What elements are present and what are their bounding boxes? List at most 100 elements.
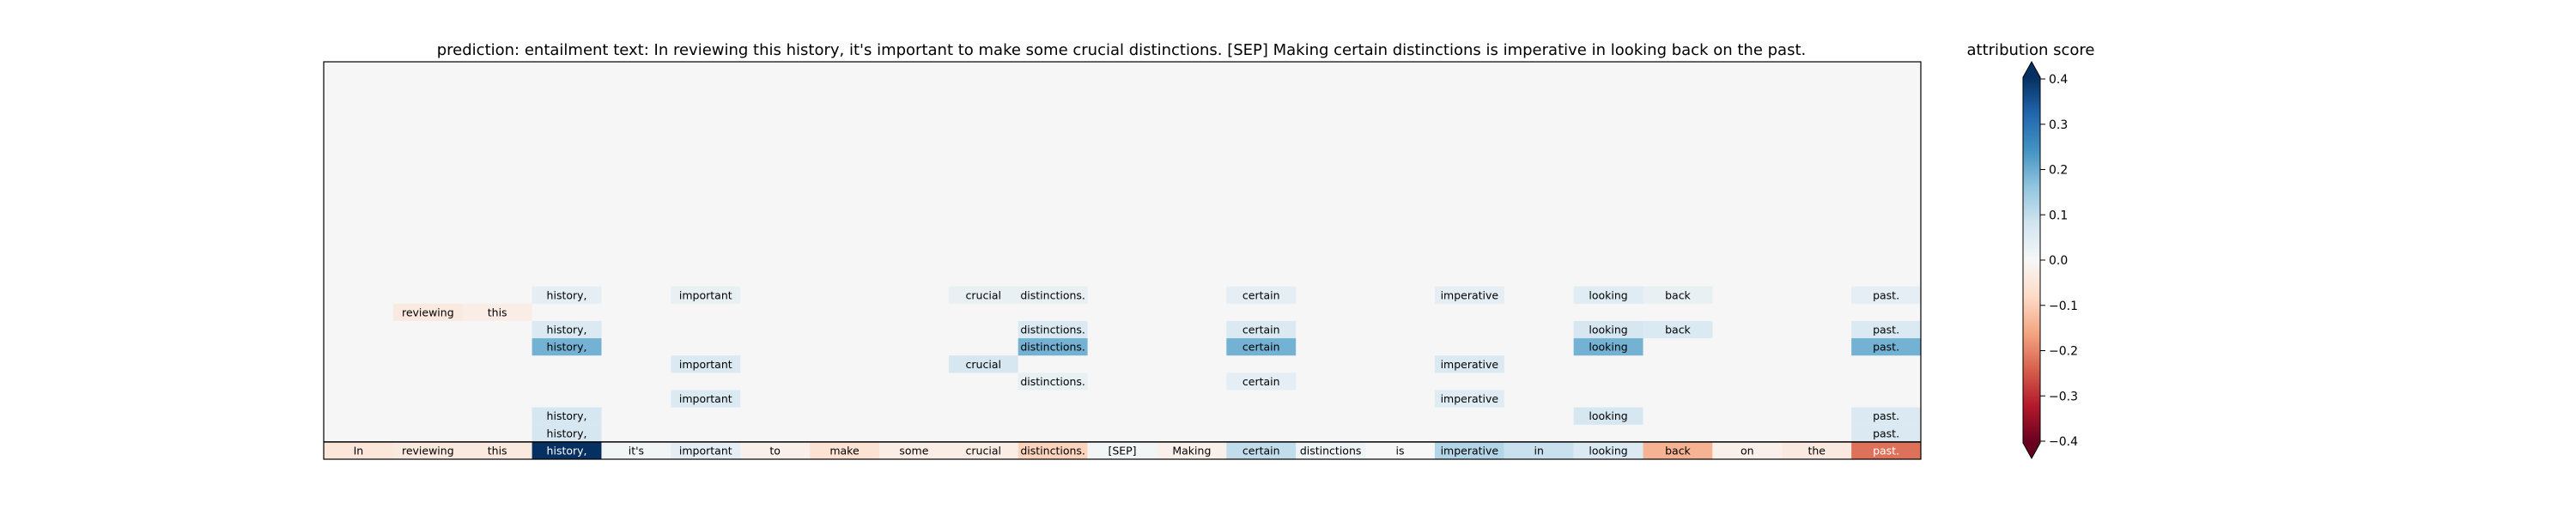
attribution-label: history, — [547, 409, 587, 422]
summary-token-label: reviewing — [402, 444, 454, 457]
summary-token-cell — [671, 441, 741, 459]
summary-token-cell — [1573, 441, 1643, 459]
attribution-label: distinctions. — [1020, 375, 1085, 388]
summary-token-label: this — [488, 444, 507, 457]
attribution-cell — [1018, 286, 1088, 304]
summary-token-cell — [948, 441, 1018, 459]
attribution-label: crucial — [966, 288, 1001, 301]
summary-token-cell — [324, 441, 393, 459]
attribution-cell — [1226, 320, 1297, 339]
summary-token-label: make — [829, 444, 860, 457]
summary-token-cell — [1712, 441, 1783, 459]
summary-token-label: it's — [629, 444, 644, 457]
attribution-label: certain — [1242, 341, 1280, 354]
colorbar-outline — [2022, 60, 2041, 460]
attribution-label: this — [488, 306, 507, 318]
summary-token-label: in — [1534, 444, 1544, 457]
colorbar-ticks: 0.4 0.3 0.2 0.1 0.0 −0.1 −0.2 −0.3 −0.4 — [2040, 73, 2078, 449]
attribution-label: distinctions. — [1020, 341, 1085, 354]
attribution-label: history, — [547, 341, 587, 354]
attribution-heatmap: history, important crucial distinctions. cer… — [323, 61, 1922, 460]
attribution-cell — [532, 424, 602, 442]
summary-token-cell — [740, 441, 811, 459]
attribution-cell — [1434, 355, 1504, 373]
attribution-label: certain — [1242, 375, 1280, 388]
summary-token-label: distinctions — [1300, 444, 1362, 457]
colorbar-tick-label: −0.3 — [2049, 390, 2078, 403]
attribution-label: important — [679, 288, 732, 301]
attribution-cell — [671, 390, 741, 408]
attribution-label: imperative — [1441, 392, 1499, 405]
chart-title: prediction: entailment text: In reviewin… — [437, 41, 1806, 59]
colorbar-tick-label: 0.1 — [2049, 209, 2068, 222]
summary-token-label: back — [1665, 444, 1691, 457]
summary-token-cell — [1157, 441, 1227, 459]
attribution-cell — [532, 320, 602, 339]
summary-token-label: is — [1395, 444, 1404, 457]
colorbar-label: attribution score — [1967, 41, 2095, 59]
summary-token-cell — [1087, 441, 1157, 459]
summary-token-label: history, — [547, 444, 587, 457]
summary-token-cell — [1365, 441, 1435, 459]
attribution-label: distinctions. — [1020, 288, 1085, 301]
attribution-label: history, — [547, 427, 587, 439]
summary-token-label: past. — [1873, 444, 1899, 457]
colorbar-tick-label: −0.1 — [2049, 300, 2078, 313]
attribution-label: past. — [1873, 427, 1899, 439]
attribution-cell — [1226, 338, 1297, 356]
summary-token-cell — [601, 441, 671, 459]
attribution-cell — [1434, 390, 1504, 408]
attribution-cell — [1573, 320, 1643, 339]
summary-token-cell — [1434, 441, 1504, 459]
attribution-cell — [1573, 407, 1643, 425]
attribution-label: looking — [1589, 288, 1627, 301]
summary-token-cell — [1643, 441, 1713, 459]
attribution-cell — [1851, 407, 1921, 425]
attribution-cell — [532, 286, 602, 304]
attribution-cell — [1018, 338, 1088, 356]
summary-token-cell — [462, 441, 532, 459]
attribution-cell — [1226, 286, 1297, 304]
attribution-cell — [532, 338, 602, 356]
attribution-label: important — [679, 358, 732, 371]
summary-token-label: crucial — [966, 444, 1001, 457]
summary-token-cell — [1504, 441, 1574, 459]
summary-token-cell — [878, 441, 949, 459]
summary-token-cell — [1296, 441, 1366, 459]
colorbar-extend-top — [2023, 62, 2040, 77]
attribution-label: reviewing — [402, 306, 454, 318]
attribution-cell — [1573, 286, 1643, 304]
attribution-label: certain — [1242, 324, 1280, 336]
attribution-label: looking — [1589, 341, 1627, 354]
attribution-label: looking — [1589, 409, 1627, 422]
attribution-label: crucial — [966, 358, 1001, 371]
colorbar: attribution score 0.4 0.3 0.2 0.1 0.0 −0.1 −0.… — [1967, 41, 2095, 460]
attribution-label: history, — [547, 324, 587, 336]
summary-token-label: In — [354, 444, 364, 457]
summary-token-cell — [1851, 441, 1921, 459]
summary-token-label: certain — [1242, 444, 1280, 457]
attribution-label: imperative — [1441, 358, 1499, 371]
attribution-cell — [1643, 286, 1713, 304]
attribution-cell — [1851, 286, 1921, 304]
summary-token-label: on — [1741, 444, 1754, 457]
colorbar-tick-label: 0.0 — [2049, 254, 2068, 268]
colorbar-extend-bottom — [2023, 443, 2040, 458]
attribution-cell — [392, 303, 463, 321]
summary-token-cell — [810, 441, 879, 459]
attribution-label: certain — [1242, 288, 1280, 301]
summary-token-label: looking — [1589, 444, 1627, 457]
attribution-cell — [1573, 338, 1643, 356]
attribution-label: back — [1665, 288, 1691, 301]
attribution-cell — [1226, 373, 1297, 391]
colorbar-tick-label: 0.2 — [2049, 164, 2068, 178]
attribution-cell — [1643, 320, 1713, 339]
attribution-label: back — [1665, 324, 1691, 336]
colorbar-tick-label: −0.4 — [2049, 435, 2078, 449]
attribution-cell — [1434, 286, 1504, 304]
attribution-label: looking — [1589, 324, 1627, 336]
attribution-cell — [1851, 338, 1921, 356]
summary-token-cell — [1226, 441, 1297, 459]
colorbar-tick-label: 0.3 — [2049, 118, 2068, 132]
summary-token-cell — [532, 441, 602, 459]
